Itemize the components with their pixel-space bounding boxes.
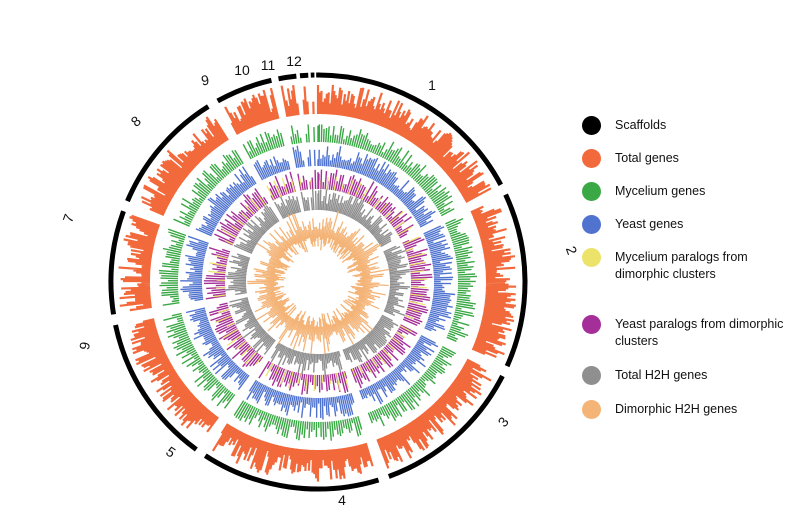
scaffold-arc-9	[278, 73, 297, 82]
legend-label: Total H2H genes	[615, 368, 708, 382]
legend-item-yeast-paralogs: Yeast paralogs from dimorphic clusters	[582, 311, 792, 351]
track-bars-mycelium-paralogs	[208, 176, 428, 392]
scaffold-labels: 1 2 3 4 5 6 7 8 9 10 11 12	[59, 53, 580, 508]
track-bars-total-h2h	[224, 188, 411, 376]
legend-label: Dimorphic H2H genes	[615, 402, 738, 416]
legend-item-scaffolds: Scaffolds	[582, 112, 792, 152]
swatch-total-genes	[582, 149, 601, 168]
scaffold-label-4: 4	[338, 492, 346, 508]
legend-item-total-genes: Total genes	[582, 145, 792, 185]
legend-item-yeast-genes: Yeast genes	[582, 211, 792, 251]
scaffold-label-8: 8	[128, 112, 144, 129]
legend-item-dimorphic-h2h: Dimorphic H2H genes	[582, 396, 792, 436]
swatch-mycelium-paralogs	[582, 248, 601, 267]
scaffold-ring	[108, 72, 528, 492]
swatch-yeast-genes	[582, 215, 601, 234]
legend-item-mycelium-genes: Mycelium genes	[582, 178, 792, 218]
scaffold-label-10: 10	[234, 62, 250, 78]
scaffold-arc-5	[113, 324, 198, 452]
track-mycelium-genes	[158, 124, 478, 441]
swatch-total-h2h	[582, 366, 601, 385]
track-bars-dimorphic-h2h	[247, 210, 390, 355]
legend-label: Yeast paralogs from dimorphic clusters	[615, 317, 784, 348]
legend-label: Total genes	[615, 151, 679, 165]
swatch-scaffolds	[582, 116, 601, 135]
scaffold-label-9: 9	[200, 71, 211, 88]
track-total-genes	[118, 84, 517, 482]
scaffold-arc-1	[317, 72, 503, 186]
scaffold-label-1: 1	[428, 77, 436, 93]
track-yeast-genes	[180, 145, 456, 420]
scaffold-arc-7	[125, 104, 210, 203]
track-bars-mycelium-genes	[158, 124, 478, 441]
scaffold-label-11: 11	[261, 57, 276, 73]
scaffold-arc-2	[503, 193, 528, 368]
legend-label: Mycelium paralogs from dimorphic cluster…	[615, 250, 748, 281]
swatch-yeast-paralogs	[582, 315, 601, 334]
scaffold-arc-8	[216, 77, 273, 104]
legend-item-total-h2h: Total H2H genes	[582, 362, 792, 402]
legend-label: Yeast genes	[615, 217, 684, 231]
scaffold-arc-6	[108, 210, 126, 315]
track-bars-yeast-genes	[180, 145, 456, 420]
swatch-mycelium-genes	[582, 182, 601, 201]
scaffold-label-12: 12	[286, 53, 302, 69]
scaffold-arc-4	[203, 453, 380, 492]
scaffold-arc-3	[387, 374, 505, 479]
scaffold-label-6: 6	[76, 341, 93, 352]
scaffold-label-7: 7	[59, 212, 77, 225]
scaffold-arc-10	[299, 72, 309, 79]
track-layer	[118, 84, 517, 482]
legend-item-mycelium-paralogs: Mycelium paralogs from dimorphic cluster…	[582, 244, 792, 300]
scaffold-label-3: 3	[495, 414, 512, 430]
legend-label: Mycelium genes	[615, 184, 706, 198]
track-total-h2h	[224, 188, 411, 376]
swatch-dimorphic-h2h	[582, 400, 601, 419]
track-bars-total-genes	[118, 84, 517, 482]
scaffold-label-2: 2	[563, 244, 581, 257]
legend-label: Scaffolds	[615, 118, 667, 132]
scaffold-label-5: 5	[163, 443, 179, 461]
